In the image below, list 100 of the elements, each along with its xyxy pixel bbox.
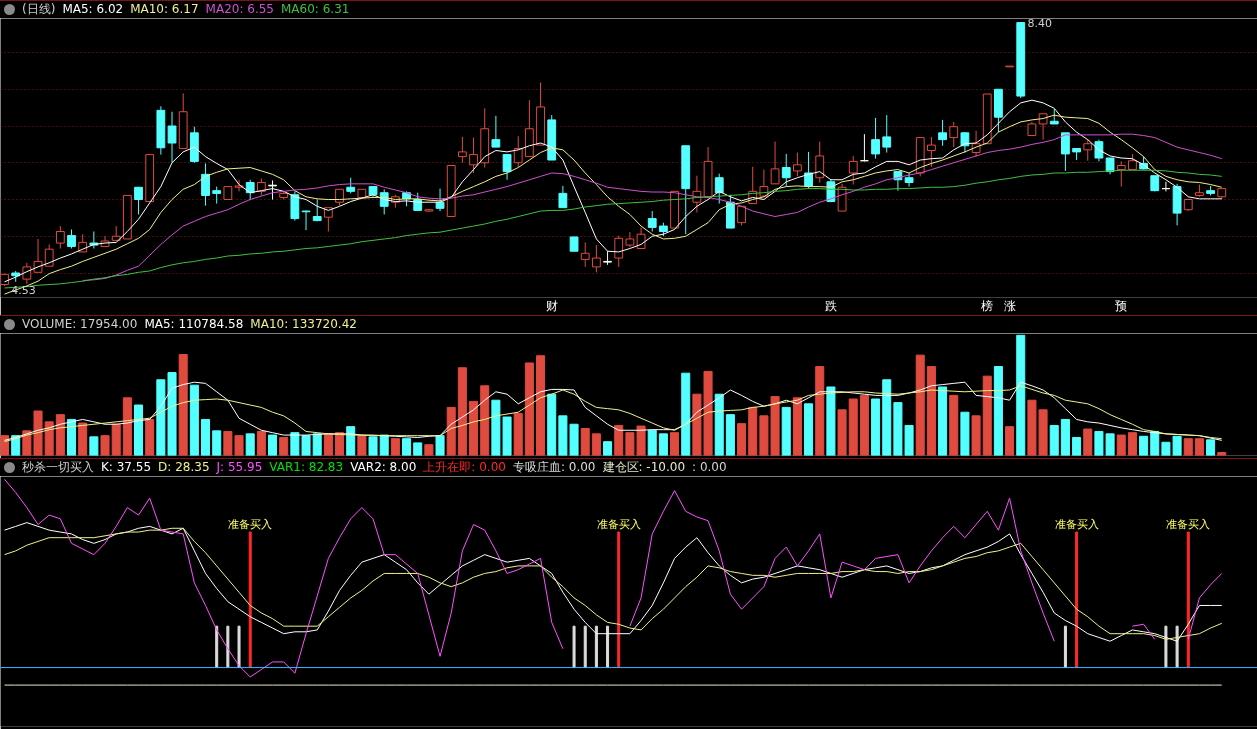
bar bbox=[379, 434, 389, 456]
candlestick bbox=[290, 190, 300, 222]
annotation: 准备买入 bbox=[1054, 518, 1099, 532]
bar bbox=[402, 438, 412, 456]
candlestick bbox=[134, 186, 143, 215]
bar bbox=[189, 384, 199, 456]
bar bbox=[312, 433, 322, 456]
candlestick bbox=[871, 117, 880, 160]
candlestick bbox=[33, 238, 43, 273]
bar bbox=[960, 411, 970, 456]
bar bbox=[100, 435, 110, 456]
bar bbox=[737, 423, 747, 456]
text: : 0.00 bbox=[692, 458, 727, 476]
bar bbox=[357, 435, 367, 456]
legend-label: VAR2: 8.00 bbox=[350, 458, 417, 476]
bar bbox=[524, 362, 534, 456]
bar bbox=[882, 379, 892, 456]
candlestick bbox=[714, 173, 724, 205]
bar bbox=[268, 434, 278, 456]
bar bbox=[1060, 418, 1070, 456]
bar bbox=[457, 367, 467, 456]
bar bbox=[1183, 438, 1193, 456]
annotation: 8.40 bbox=[1027, 16, 1052, 30]
candlestick bbox=[558, 185, 568, 209]
bar bbox=[982, 375, 992, 456]
x-tick-label: 预 bbox=[1115, 298, 1128, 313]
bar bbox=[603, 441, 613, 456]
bar bbox=[67, 418, 77, 456]
bar bbox=[614, 424, 624, 456]
candlestick bbox=[502, 153, 512, 181]
bar bbox=[938, 386, 948, 456]
bar bbox=[435, 435, 445, 456]
text: 上升在即: 0.00 bbox=[423, 458, 506, 476]
candlestick bbox=[770, 141, 780, 185]
candlestick bbox=[938, 119, 947, 147]
candlestick bbox=[513, 135, 523, 168]
bar bbox=[1016, 334, 1026, 456]
bar bbox=[536, 355, 546, 456]
bar bbox=[469, 400, 479, 456]
bar bbox=[859, 394, 869, 456]
bar bbox=[871, 398, 881, 456]
x-tick-label: 财 bbox=[545, 298, 558, 313]
candlestick bbox=[22, 262, 32, 285]
bar bbox=[748, 406, 758, 456]
bar bbox=[212, 430, 222, 456]
bar bbox=[781, 406, 791, 456]
bar bbox=[78, 422, 88, 456]
bar bbox=[837, 409, 847, 456]
text: D: 28.35 bbox=[158, 458, 210, 476]
bar bbox=[1127, 432, 1137, 456]
candlestick bbox=[647, 210, 657, 232]
bar bbox=[681, 372, 691, 456]
x-tick-label: 涨 bbox=[1003, 298, 1016, 313]
candlestick bbox=[435, 188, 445, 212]
bar bbox=[1150, 430, 1160, 456]
annotation: 4.53 bbox=[11, 283, 36, 297]
bar bbox=[424, 444, 434, 456]
bar bbox=[256, 430, 266, 456]
legend-label: VAR1: 82.83 bbox=[269, 458, 344, 476]
candlestick bbox=[614, 235, 624, 268]
text: J: 55.95 bbox=[216, 458, 263, 476]
candlestick bbox=[591, 244, 601, 273]
chart-title: 秒杀一切买入 bbox=[22, 458, 94, 476]
text: MA20: 6.55 bbox=[205, 0, 274, 18]
bar bbox=[178, 354, 188, 456]
chart-title: (日线) bbox=[22, 0, 56, 18]
bar bbox=[335, 432, 345, 456]
candlestick bbox=[469, 137, 478, 174]
bar bbox=[134, 404, 144, 456]
bar bbox=[446, 406, 456, 456]
bar bbox=[145, 418, 155, 456]
candlestick bbox=[1094, 139, 1104, 162]
bar bbox=[826, 386, 836, 456]
candlestick bbox=[1061, 132, 1070, 172]
bar bbox=[323, 433, 333, 456]
candlestick bbox=[927, 136, 936, 168]
candlestick bbox=[167, 111, 177, 164]
bar bbox=[245, 433, 255, 456]
candlestick bbox=[268, 179, 277, 201]
candlestick bbox=[848, 155, 858, 186]
text: 专吸庄血: 0.00 bbox=[512, 458, 596, 476]
bar bbox=[279, 436, 289, 456]
candlestick bbox=[625, 231, 635, 248]
bar bbox=[122, 397, 132, 456]
bar bbox=[480, 385, 490, 456]
candlestick bbox=[580, 241, 590, 268]
candlestick bbox=[301, 209, 311, 231]
bar bbox=[201, 418, 211, 456]
bar bbox=[591, 433, 601, 456]
candlestick bbox=[55, 225, 65, 249]
bar bbox=[949, 394, 959, 456]
candlestick bbox=[491, 115, 501, 148]
bar bbox=[1139, 435, 1149, 456]
bar bbox=[647, 429, 657, 456]
candlestick bbox=[793, 152, 802, 177]
bar bbox=[89, 436, 99, 456]
text: K: 37.55 bbox=[101, 458, 152, 476]
text: MA60: 6.31 bbox=[281, 0, 350, 18]
bar bbox=[714, 393, 724, 456]
candlestick bbox=[67, 228, 76, 249]
